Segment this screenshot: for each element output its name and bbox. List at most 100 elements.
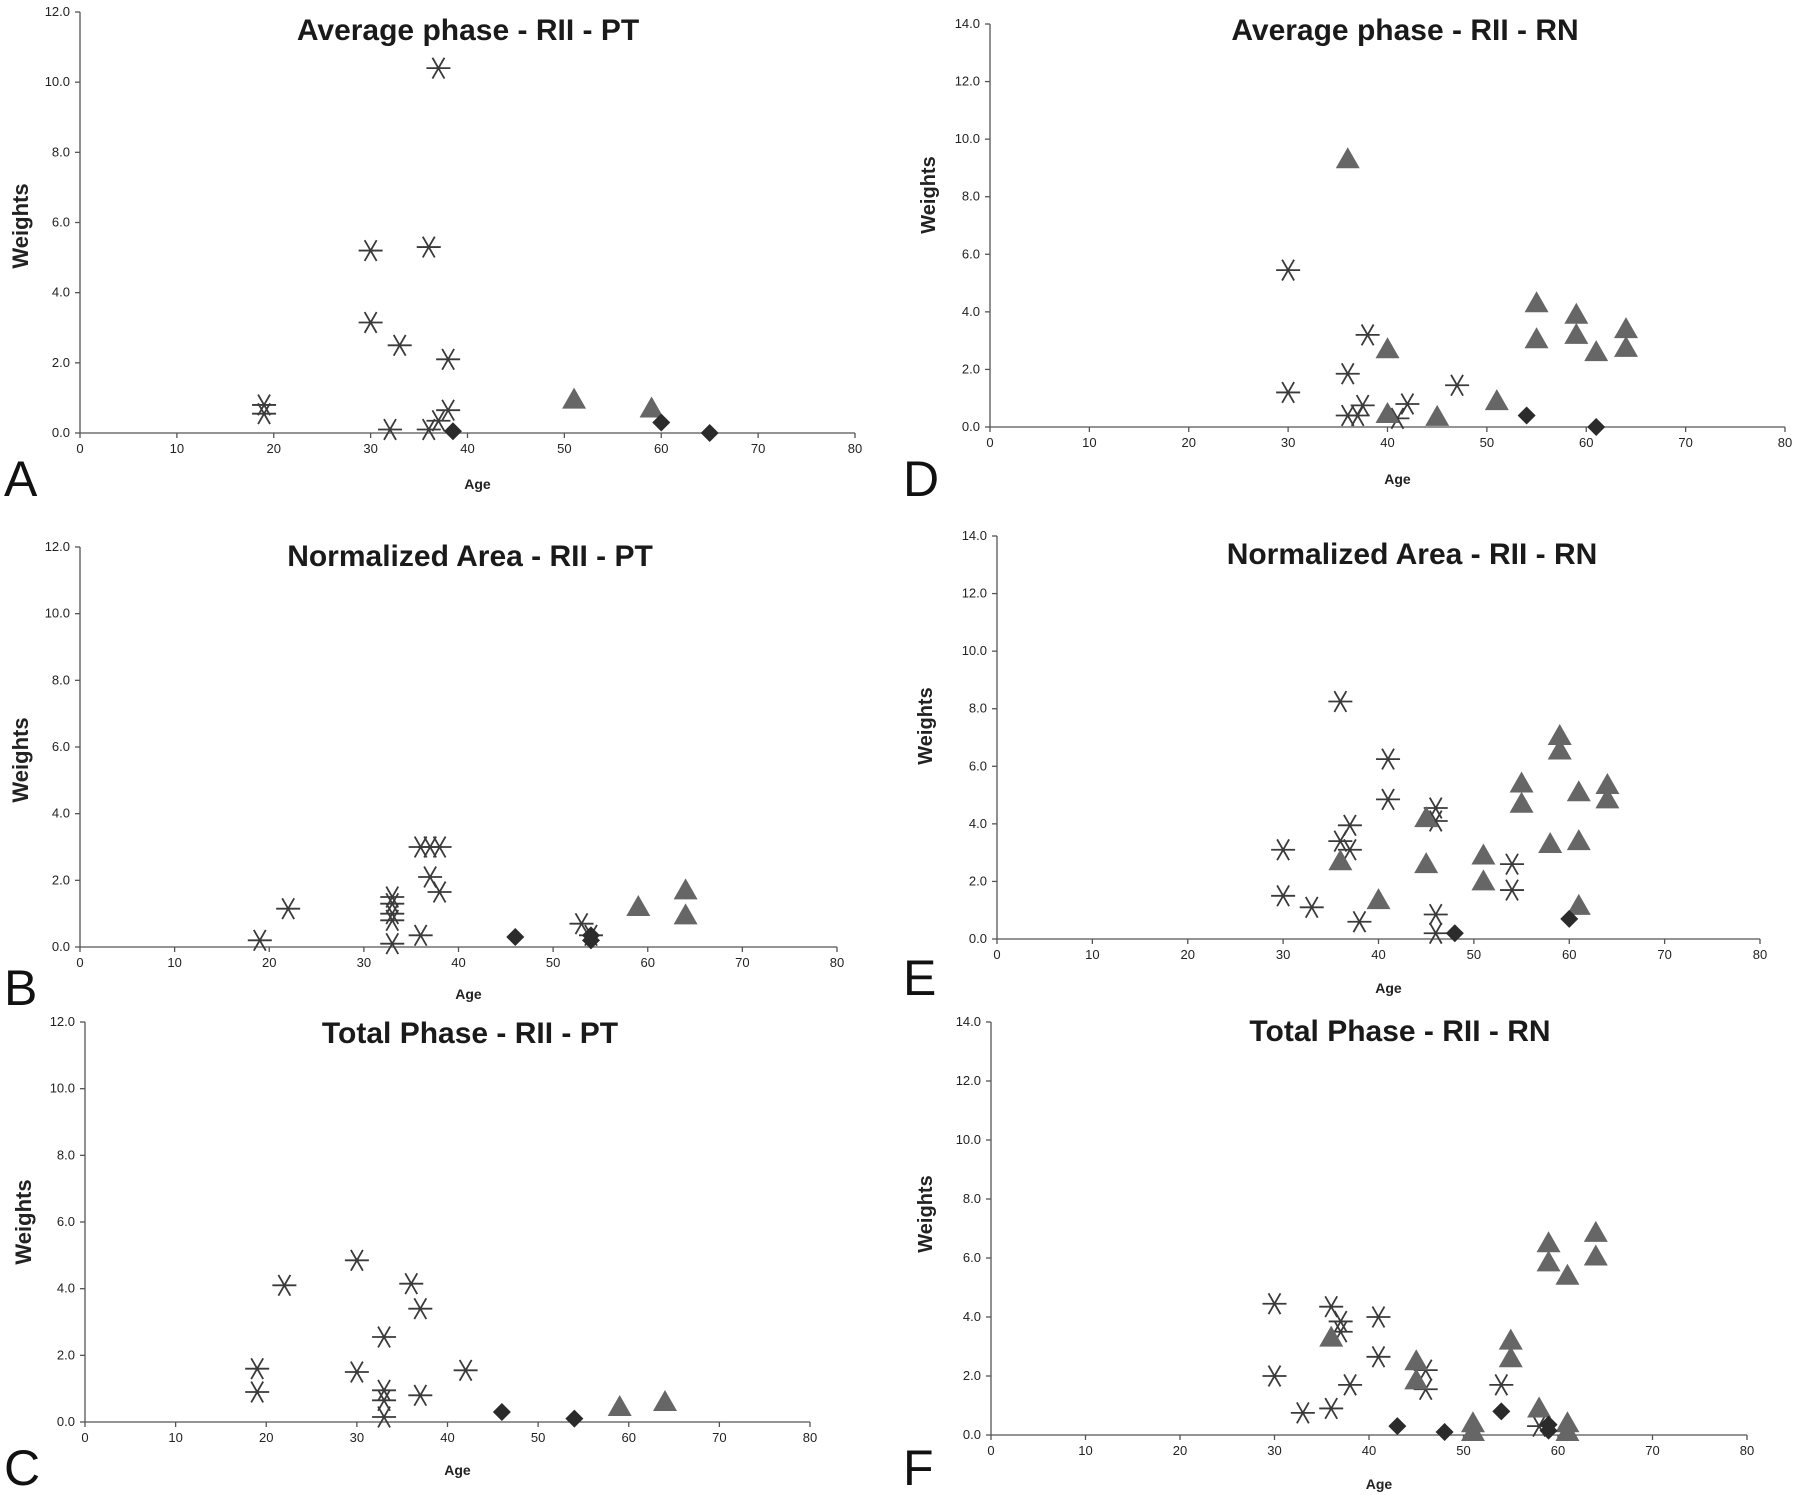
data-point-star — [378, 418, 402, 441]
panel-b: 0.0 2.0 4.0 6.0 8.0 10.0 12.0 0 10 20 30 40 50 60 70 80… — [4, 539, 844, 1016]
data-point-star — [408, 924, 433, 947]
y-tick-label: 0.0 — [969, 931, 987, 946]
data-point-star — [380, 909, 405, 932]
x-tick-label: 10 — [1082, 435, 1096, 450]
x-tick-label: 80 — [848, 441, 862, 456]
data-point-triangle — [1404, 1349, 1429, 1371]
y-axis-label: Weights — [8, 183, 33, 268]
data-point-star — [372, 1389, 397, 1412]
data-point-star — [1335, 362, 1360, 385]
y-tick-label: 10.0 — [955, 131, 980, 146]
x-axis-label: Age — [444, 1462, 471, 1478]
data-point-star — [1366, 1345, 1391, 1368]
data-point-star — [344, 1249, 369, 1272]
x-tick-label: 10 — [170, 441, 184, 456]
data-point-star — [1276, 259, 1301, 281]
y-tick-label: 2.0 — [52, 355, 70, 370]
panel-letter: B — [4, 960, 37, 1016]
y-tick-label: 8.0 — [963, 1191, 981, 1206]
data-point-star — [372, 1406, 397, 1428]
x-tick-label: 10 — [167, 955, 181, 970]
x-tick-label: 20 — [259, 1430, 273, 1445]
data-point-star — [247, 929, 272, 952]
data-point-star — [1328, 1310, 1353, 1333]
x-tick-label: 60 — [1579, 435, 1593, 450]
data-point-star — [408, 1297, 433, 1320]
y-tick-label: 2.0 — [52, 872, 70, 887]
data-point-triangle — [1547, 724, 1572, 746]
y-tick-label: 4.0 — [52, 806, 70, 821]
chart-title: Normalized Area - RII - RN — [1227, 538, 1598, 571]
data-point-triangle — [1564, 302, 1589, 324]
y-tick-label: 8.0 — [52, 144, 70, 159]
data-point-star — [1423, 922, 1448, 945]
y-tick-label: 0.0 — [963, 1427, 981, 1442]
y-tick-label: 10.0 — [50, 1081, 75, 1096]
y-tick-label: 14.0 — [955, 16, 980, 31]
data-point-star — [372, 1379, 397, 1402]
x-tick-label: 40 — [451, 955, 465, 970]
data-point-star — [426, 409, 451, 432]
data-point-triangle — [1414, 852, 1439, 874]
data-point-star — [1445, 374, 1470, 397]
data-point-star — [1319, 1295, 1344, 1318]
data-point-star — [1337, 838, 1362, 861]
y-tick-label: 10.0 — [956, 1132, 981, 1147]
data-point-star — [272, 1274, 297, 1297]
x-tick-label: 70 — [1645, 1443, 1659, 1458]
data-point-diamond — [652, 413, 671, 432]
data-point-triangle — [1524, 327, 1549, 349]
chart-title: Average phase - RII - RN — [1231, 14, 1578, 47]
data-point-star — [1423, 903, 1448, 926]
data-point-star — [1489, 1374, 1514, 1396]
data-point-triangle — [1536, 1250, 1561, 1272]
y-tick-label: 12.0 — [50, 1014, 75, 1029]
x-tick-label: 70 — [1678, 435, 1692, 450]
y-tick-label: 12.0 — [45, 539, 70, 554]
y-axis-label: Weights — [915, 1175, 937, 1252]
y-tick-label: 2.0 — [963, 1368, 981, 1383]
data-point-star — [1271, 884, 1296, 907]
data-point-star — [245, 1357, 270, 1380]
data-point-triangle — [1498, 1328, 1523, 1350]
data-point-triangle — [1335, 147, 1360, 169]
y-tick-label: 0.0 — [962, 419, 980, 434]
panel-letter: F — [903, 1440, 934, 1495]
data-point-triangle — [1536, 1231, 1561, 1253]
data-point-diamond — [1587, 418, 1606, 436]
y-tick-label: 8.0 — [962, 189, 980, 204]
x-tick-label: 80 — [830, 955, 844, 970]
data-point-star — [436, 399, 461, 422]
x-tick-label: 40 — [1362, 1443, 1376, 1458]
x-tick-label: 0 — [986, 435, 993, 450]
data-point-triangle — [1564, 322, 1589, 344]
data-point-triangle — [562, 387, 587, 409]
data-point-star — [427, 836, 452, 858]
data-point-diamond — [492, 1403, 511, 1421]
y-tick-label: 12.0 — [962, 586, 987, 601]
data-point-diamond — [506, 928, 525, 946]
data-point-star — [1376, 788, 1401, 811]
y-tick-label: 12.0 — [956, 1073, 981, 1088]
data-point-star — [1262, 1365, 1287, 1387]
y-axis-label: Weights — [11, 1179, 36, 1264]
y-tick-label: 6.0 — [969, 758, 987, 773]
x-axis-label: Age — [1384, 471, 1411, 487]
x-tick-label: 60 — [622, 1430, 636, 1445]
data-point-triangle — [1583, 1244, 1608, 1266]
x-tick-label: 50 — [557, 441, 571, 456]
y-tick-label: 4.0 — [963, 1309, 981, 1324]
data-point-triangle — [1566, 829, 1591, 851]
x-tick-label: 70 — [712, 1430, 726, 1445]
data-point-triangle — [1595, 787, 1620, 809]
x-tick-label: 40 — [1380, 435, 1394, 450]
y-axis-label: Weights — [8, 717, 33, 802]
x-tick-label: 40 — [440, 1430, 454, 1445]
data-point-star — [1347, 910, 1372, 933]
data-point-triangle — [1509, 791, 1534, 813]
data-point-triangle — [607, 1395, 632, 1416]
data-point-triangle — [626, 895, 651, 916]
y-tick-label: 0.0 — [52, 425, 70, 440]
x-tick-label: 30 — [1267, 1443, 1281, 1458]
y-tick-label: 4.0 — [52, 285, 70, 300]
